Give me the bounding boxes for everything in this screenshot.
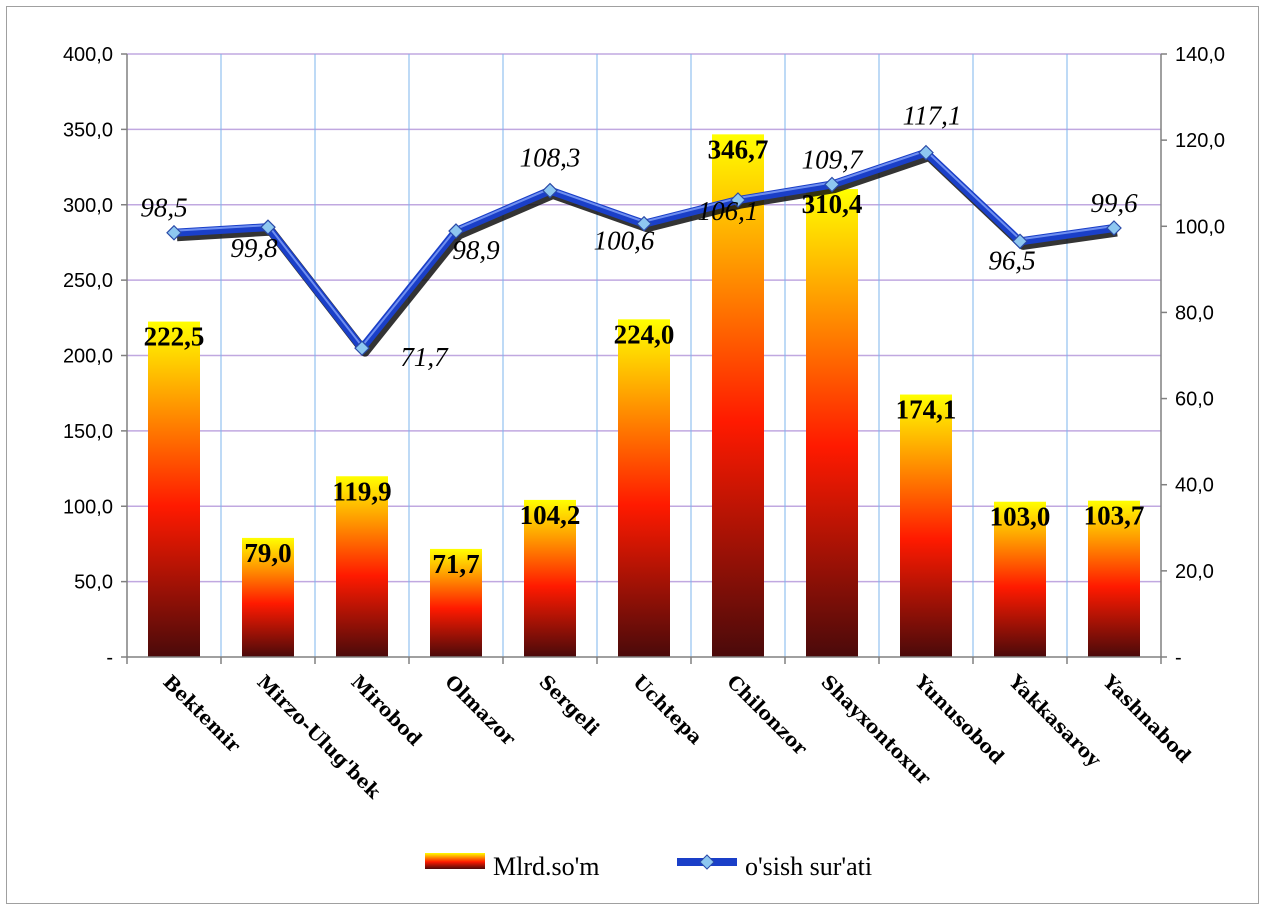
chart-svg: - 50,0 100,0 150,0 200,0 250,0 300,0 350,0 400,0…	[63, 44, 1225, 881]
right-tick-label: 140,0	[1175, 44, 1225, 66]
left-tick-label: 300,0	[63, 195, 113, 217]
bar-value-label: 119,9	[332, 476, 391, 506]
category-label: Chilonzor	[722, 671, 811, 760]
category-label: Yakkasaroy	[1004, 670, 1106, 772]
bar-yunusobod	[900, 394, 952, 657]
right-tick-label: 40,0	[1175, 475, 1214, 497]
bar-uchtepa	[618, 319, 670, 657]
bar-value-label: 79,0	[244, 538, 291, 568]
right-tick-label: 80,0	[1175, 302, 1214, 324]
line-marker	[260, 219, 276, 235]
bar-bektemir	[148, 321, 200, 657]
right-tick-label: 120,0	[1175, 130, 1225, 152]
category-label: Yunusobod	[910, 670, 1008, 768]
line-value-label: 108,3	[520, 143, 581, 173]
legend: Mlrd.so'm o'sish sur'ati	[425, 852, 872, 881]
bar-yashnabod	[1088, 500, 1140, 657]
bars-layer	[148, 134, 1140, 658]
bar-value-label: 71,7	[432, 549, 479, 579]
bar-value-label: 104,2	[520, 500, 581, 530]
line-marker	[1012, 233, 1028, 250]
line-marker	[448, 223, 464, 239]
line-value-label: 99,6	[1090, 188, 1138, 218]
left-tick-label: 50,0	[74, 572, 113, 594]
bar-value-label: 224,0	[614, 319, 675, 349]
line-marker	[354, 340, 370, 357]
line-value-label: 96,5	[988, 245, 1035, 275]
line-marker	[730, 192, 746, 208]
legend-bar-swatch	[425, 853, 485, 869]
line-layer	[166, 144, 1122, 357]
category-label: Olmazor	[440, 671, 520, 751]
category-label: Mirobod	[346, 671, 425, 750]
bar-value-label: 222,5	[144, 322, 205, 352]
line-marker	[166, 224, 182, 241]
left-tick-label: 200,0	[63, 346, 113, 368]
line-marker	[636, 215, 652, 232]
category-label: Sergeli	[534, 671, 603, 740]
line-value-label: 106,1	[698, 196, 759, 226]
bar-value-label: 310,4	[802, 189, 863, 219]
bar-yakkasaroy	[994, 501, 1046, 657]
bar-sergeli	[524, 499, 576, 657]
right-tick-label: 100,0	[1175, 216, 1225, 238]
labels-layer: 222,5 79,0 119,9 71,7 104,2 224,0 346,7 310,4 17…	[140, 101, 1144, 579]
line-marker	[824, 176, 840, 193]
legend-bar-label: Mlrd.so'm	[493, 852, 600, 881]
line-value-label: 98,9	[452, 235, 500, 265]
left-tick-label: 100,0	[63, 496, 113, 518]
left-tick-label: -	[106, 647, 113, 669]
right-tick-label: 20,0	[1175, 561, 1214, 583]
chart-frame: - 50,0 100,0 150,0 200,0 250,0 300,0 350,0 400,0…	[6, 6, 1259, 904]
bar-olmazor	[430, 548, 482, 657]
category-label: Bektemir	[158, 671, 245, 758]
right-tick-label: -	[1175, 647, 1182, 669]
category-label: Yashnabod	[1098, 670, 1195, 767]
line-value-label: 109,7	[802, 145, 864, 175]
grid-layer	[127, 53, 1161, 657]
legend-line-label: o'sish sur'ati	[745, 852, 872, 881]
bar-chilonzor	[712, 134, 764, 658]
right-tick-label: 60,0	[1175, 389, 1214, 411]
line-value-label: 100,6	[594, 226, 655, 256]
bar-value-label: 103,0	[990, 502, 1051, 532]
bar-mirobod	[336, 476, 388, 657]
bar-value-label: 346,7	[708, 134, 769, 164]
bar-value-label: 174,1	[896, 395, 957, 425]
left-tick-label: 400,0	[63, 44, 113, 66]
bar-shayxontoxur	[806, 189, 858, 657]
line-marker	[1106, 220, 1122, 236]
left-tick-label: 250,0	[63, 270, 113, 292]
line-value-label: 98,5	[140, 193, 187, 223]
line-marker	[918, 144, 934, 161]
line-value-label: 117,1	[903, 101, 962, 131]
legend-line-marker	[699, 854, 715, 870]
line-value-label: 99,8	[230, 233, 278, 263]
left-tick-label: 350,0	[63, 119, 113, 141]
bar-value-label: 103,7	[1084, 501, 1145, 531]
line-value-label: 71,7	[400, 342, 449, 372]
left-tick-label: 150,0	[63, 421, 113, 443]
category-label: Uchtepa	[628, 671, 706, 749]
line-marker	[542, 182, 558, 199]
bar-mirzo-ulug-bek	[242, 537, 294, 657]
